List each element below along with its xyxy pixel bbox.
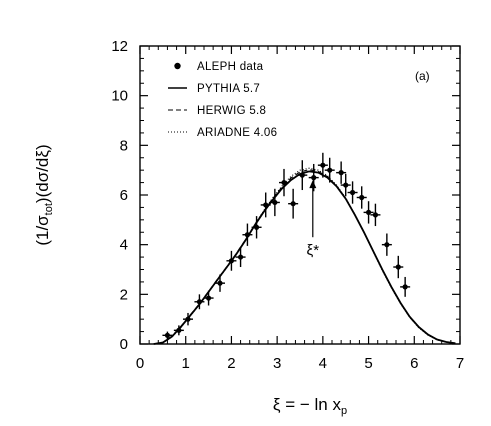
data-point [281, 179, 287, 186]
y-tick-label: 0 [120, 336, 128, 353]
y-tick-label: 6 [120, 187, 128, 204]
y-tick-label: 4 [120, 237, 128, 254]
y-axis-title-part: )(dσ/dξ) [33, 144, 52, 203]
x-tick-label: 1 [182, 355, 190, 372]
data-point [290, 201, 296, 207]
y-tick-label: 12 [111, 38, 128, 55]
data-point [272, 199, 278, 206]
annotation: ξ* [307, 180, 320, 259]
data-point [263, 202, 269, 208]
model-curves [153, 167, 456, 345]
annotation-arrow-head [309, 180, 317, 189]
data-point [176, 327, 182, 333]
series-dotted-line [153, 167, 456, 345]
data-point [372, 212, 379, 218]
x-tick-label: 2 [227, 355, 235, 372]
data-point [311, 175, 317, 181]
data-point [359, 194, 365, 201]
data-point [185, 316, 191, 322]
legend-marker [174, 62, 181, 70]
x-tick-label: 6 [410, 355, 418, 372]
data-point [327, 167, 333, 173]
x-axis-title: ξ = − ln xp [273, 395, 347, 417]
x-tick-label: 3 [273, 355, 281, 372]
data-point [253, 224, 260, 230]
y-tick-label: 8 [120, 137, 128, 154]
data-point [244, 232, 251, 238]
legend-label: ARIADNE 4.06 [197, 127, 277, 139]
data-point [338, 170, 344, 176]
data-point [343, 182, 349, 188]
data-point [299, 172, 305, 178]
data-point [205, 295, 212, 301]
annotation-label: ξ* [307, 242, 320, 259]
panel-label: (a) [415, 69, 430, 83]
legend-label: HERWIG 5.8 [197, 105, 266, 117]
data-point [384, 242, 390, 248]
data-point [164, 332, 171, 338]
data-point [395, 264, 401, 270]
series-dashed-line [153, 169, 456, 345]
data-point [196, 299, 203, 305]
y-tick-label: 2 [120, 286, 128, 303]
data-point [228, 258, 235, 264]
data-point [217, 280, 223, 286]
y-tick-label: 10 [111, 88, 128, 105]
legend: ALEPH data PYTHIA 5.7 HERWIG 5.8 ARIADNE 4.… [168, 61, 277, 139]
x-tick-label: 4 [319, 355, 327, 372]
x-tick-label: 7 [456, 355, 464, 372]
data-point [320, 162, 326, 168]
data-points [162, 152, 411, 340]
plot-frame [139, 45, 461, 345]
x-tick-label: 0 [136, 355, 144, 372]
data-point [365, 209, 372, 215]
x-tick-label: 5 [364, 355, 372, 372]
x-axis-title-main: ξ = − ln x [273, 395, 342, 414]
legend-label: PYTHIA 5.7 [197, 83, 260, 95]
legend-label: ALEPH data [197, 61, 264, 73]
data-point [402, 284, 408, 290]
y-axis-title-subscript: tot [43, 203, 55, 215]
y-axis-title-part: (1/σ [33, 215, 52, 246]
x-axis-title-subscript: p [341, 405, 347, 417]
data-point [237, 254, 244, 260]
data-point [349, 189, 356, 196]
y-axis-title: (1/σtot)(dσ/dξ) [33, 144, 55, 245]
